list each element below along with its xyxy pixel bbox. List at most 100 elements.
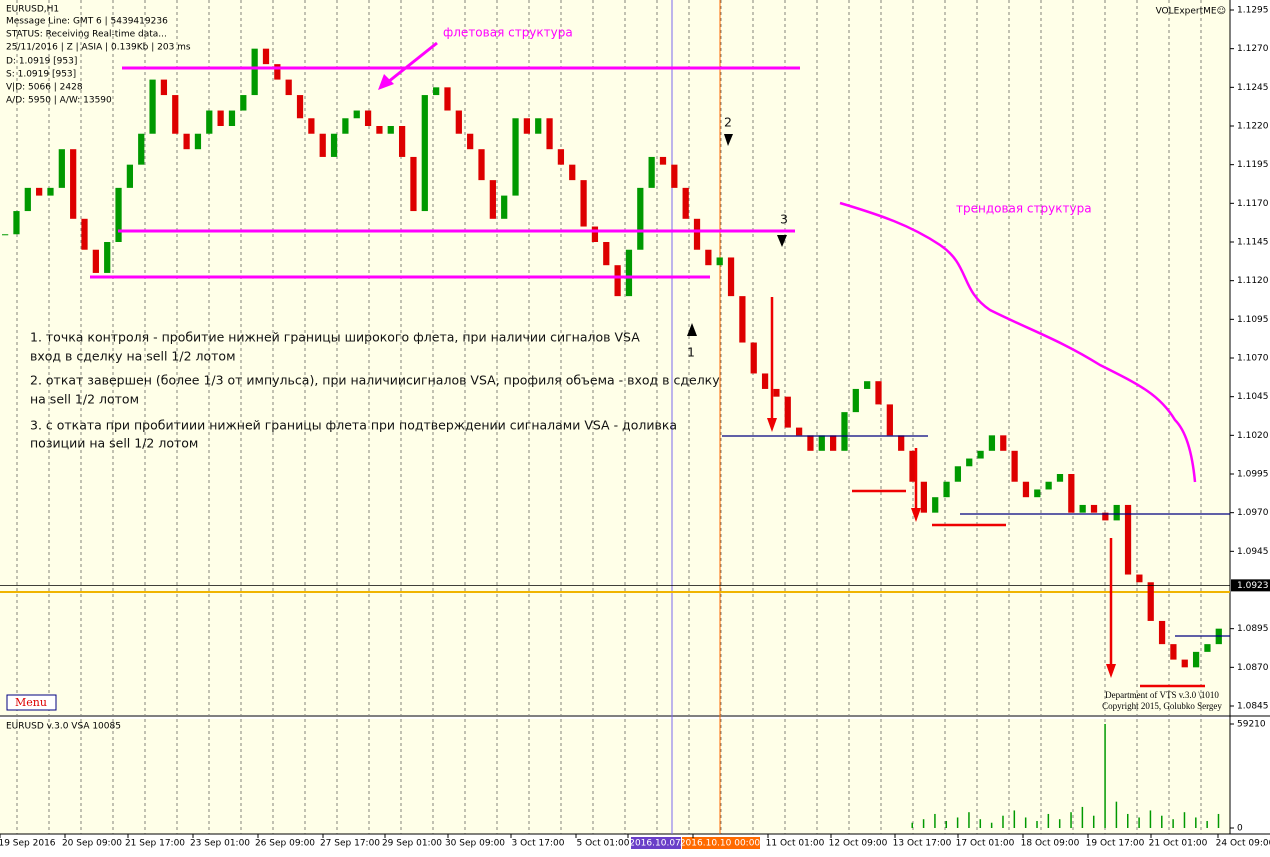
volume-label: EURUSD v.3.0 VSA 10085	[6, 722, 121, 732]
date-label: 21 Sep 17:00	[125, 839, 185, 849]
candle	[659, 156, 667, 165]
date-label: 17 Oct 01:00	[956, 839, 1015, 849]
price-tick-label: 1.0945	[1237, 547, 1269, 557]
menu-button[interactable]	[6, 694, 57, 711]
triangles	[687, 134, 787, 336]
date-label: 19 Oct 17:00	[1086, 839, 1145, 849]
candle	[943, 481, 950, 498]
price-tick-label: 1.1120	[1237, 276, 1269, 286]
date-label: 2016.10.07	[629, 839, 681, 849]
note: вход в сделку на sell 1/2 лотом	[30, 349, 236, 364]
date-label: 2016.10.10 00:00	[680, 839, 761, 849]
candle	[886, 404, 893, 436]
candle	[1056, 474, 1064, 482]
arrow-head	[767, 418, 777, 432]
candle	[489, 180, 496, 219]
candle	[818, 435, 825, 451]
candle	[671, 164, 678, 188]
candle	[864, 381, 871, 389]
candle	[988, 435, 996, 451]
price-tick-label: 1.1195	[1237, 160, 1269, 170]
candle	[126, 164, 134, 188]
candle	[705, 249, 712, 266]
candle	[761, 373, 769, 389]
price-tick-label: 1.1095	[1237, 315, 1269, 325]
candle	[603, 242, 610, 266]
grid	[16, 0, 1202, 834]
candle	[2, 234, 9, 236]
candle	[228, 110, 236, 126]
candle	[1102, 512, 1109, 521]
date-label: 3 Oct 17:00	[512, 839, 565, 849]
menu-label[interactable]: Menu	[15, 696, 47, 709]
price-tick-label: 1.1145	[1237, 238, 1269, 248]
date-highlight	[631, 837, 681, 849]
volume-bars	[911, 724, 1220, 828]
candle	[909, 450, 916, 482]
info: S: 1.0919 [953]	[6, 70, 76, 80]
trend-curve	[839, 201, 1197, 483]
candle	[172, 95, 179, 134]
date-label: 26 Sep 09:00	[255, 839, 315, 849]
date-label: 23 Sep 01:00	[190, 839, 250, 849]
candle	[569, 164, 576, 181]
candle	[875, 381, 882, 405]
info: V|D: 5066 | 2428	[6, 83, 83, 93]
triangle	[724, 134, 733, 146]
point-label: 3	[780, 212, 788, 227]
price-tick-label: 1.0970	[1237, 508, 1269, 518]
date-label: 11 Oct 01:00	[766, 839, 825, 849]
date-label: 20 Sep 09:00	[62, 839, 122, 849]
candle	[727, 257, 735, 297]
candle	[444, 87, 451, 111]
candle	[387, 126, 394, 134]
price-tick-label: 1.0895	[1237, 624, 1269, 634]
price-tick-label: 1.0870	[1237, 663, 1269, 673]
candle	[13, 211, 20, 235]
candle	[716, 257, 723, 266]
candle	[1170, 644, 1177, 660]
date-label: 21 Oct 01:00	[1149, 839, 1208, 849]
candle	[773, 388, 780, 397]
candle	[580, 180, 587, 227]
candle	[1192, 651, 1200, 668]
candle	[115, 187, 122, 242]
triangle	[777, 235, 787, 247]
candle	[966, 458, 973, 467]
candle	[206, 110, 213, 134]
date-label: 5 Oct 01:00	[577, 839, 630, 849]
candle	[920, 481, 927, 513]
candle	[353, 110, 360, 119]
trend-label: трендовая структура	[956, 202, 1092, 216]
candle	[478, 149, 485, 181]
candle	[1113, 504, 1120, 521]
arrow	[387, 41, 438, 84]
candle	[398, 126, 406, 157]
volume-tick-label: 0	[1237, 824, 1243, 834]
candle	[1147, 582, 1154, 621]
price-tick-label: 1.0845	[1237, 702, 1269, 712]
candle	[160, 79, 168, 96]
arrow-head	[1106, 664, 1116, 678]
candle	[523, 118, 530, 134]
candle	[455, 110, 462, 134]
candle	[512, 118, 519, 196]
candle	[1045, 481, 1052, 490]
date-label: 30 Sep 09:00	[445, 839, 505, 849]
candle	[739, 296, 746, 343]
candle	[1022, 481, 1030, 498]
candle	[750, 342, 757, 374]
candle	[1124, 504, 1132, 575]
candle	[330, 133, 338, 157]
candle	[954, 466, 962, 482]
brand: VOLExpertME☺	[1156, 6, 1226, 17]
candle	[47, 187, 54, 196]
candle	[591, 226, 599, 242]
symbol: EURUSD,H1	[6, 5, 59, 15]
candle	[932, 497, 939, 513]
candle	[421, 95, 428, 212]
date-highlight	[682, 837, 760, 849]
candle	[217, 110, 224, 126]
info: Message Line: GMT 6 | 5439419236	[6, 17, 168, 27]
candle	[81, 218, 88, 250]
